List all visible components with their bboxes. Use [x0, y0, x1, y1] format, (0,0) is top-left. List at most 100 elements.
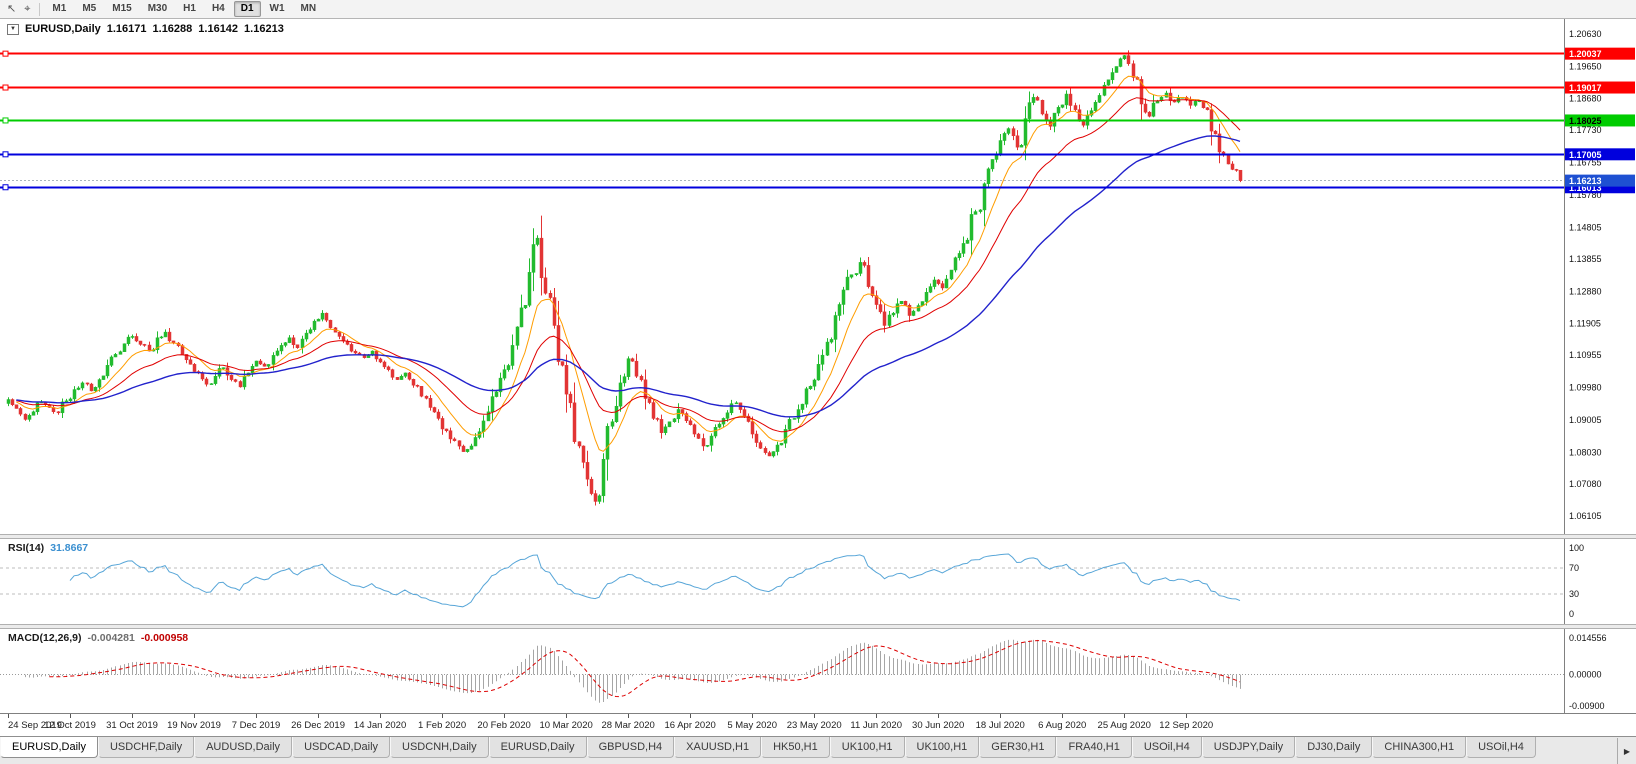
tf-button-m15[interactable]: M15: [112, 3, 132, 14]
price-label-box: [1565, 81, 1635, 94]
tf-button-mn[interactable]: MN: [300, 3, 317, 14]
tab-audusd-daily[interactable]: AUDUSD,Daily: [194, 737, 293, 758]
date-label: 12 Sep 2020: [1159, 720, 1214, 731]
tab-hk50-h1[interactable]: HK50,H1: [761, 737, 830, 758]
line-handle[interactable]: [2, 84, 9, 91]
price-tick-label: 1.14805: [1569, 222, 1602, 232]
line-handle[interactable]: [2, 50, 9, 57]
macd-tick-label: 0.00000: [1569, 670, 1602, 680]
tf-button-m5[interactable]: M5: [82, 3, 97, 14]
ohlc-high: 1.16288: [152, 23, 193, 35]
price-tick-label: 1.13855: [1569, 254, 1602, 264]
time-tick: [690, 714, 691, 718]
macd-signal-line: [49, 640, 1241, 698]
main-price-chart[interactable]: 1.20630 1.19650 1.18680 1.17730 1.16755 1.157…: [0, 19, 1636, 534]
tf-button-h1[interactable]: H1: [183, 3, 196, 14]
price-tick-label: 1.11905: [1569, 319, 1601, 329]
tf-button-m30[interactable]: M30: [147, 3, 168, 14]
rsi-tick-label: 100: [1569, 543, 1584, 553]
tf-button-m1[interactable]: M1: [52, 3, 67, 14]
rsi-panel[interactable]: 100 70 30 0: [0, 539, 1636, 624]
price-line-label: 1.17005: [1569, 150, 1602, 160]
tab-usdchf-daily[interactable]: USDCHF,Daily: [97, 737, 195, 758]
price-label-box: [1565, 148, 1635, 161]
price-label-box: [1565, 174, 1635, 187]
time-tick: [628, 714, 629, 718]
macd-tick-label: -0.00900: [1569, 701, 1605, 711]
time-axis[interactable]: 24 Sep 2019 12 Oct 2019 31 Oct 2019 19 Nov …: [0, 713, 1636, 738]
date-label: 10 Mar 2020: [539, 720, 593, 731]
panel-splitter[interactable]: [0, 624, 1636, 629]
tab-usdcad-daily[interactable]: USDCAD,Daily: [292, 737, 391, 758]
price-line-label: 1.16013: [1569, 183, 1602, 193]
rsi-name: RSI(14): [8, 542, 45, 554]
rsi-label: RSI(14) 31.8667: [8, 542, 88, 554]
rsi-tick-label: 70: [1569, 563, 1579, 573]
macd-panel[interactable]: 0.014556 0.00000 -0.00900: [0, 629, 1636, 713]
price-tick-label: 1.15780: [1569, 190, 1602, 200]
panel-splitter[interactable]: [0, 534, 1636, 539]
macd-histogram: [25, 639, 1241, 703]
price-tick-label: 1.09980: [1569, 383, 1602, 393]
tab-uk100-h1[interactable]: UK100,H1: [829, 737, 905, 758]
chart-header: ▼ EURUSD,Daily 1.16171 1.16288 1.16142 1…: [7, 23, 284, 35]
chart-dropdown-icon[interactable]: ▼: [7, 23, 19, 35]
time-tick: [1186, 714, 1187, 718]
time-tick: [938, 714, 939, 718]
date-label: 6 Aug 2020: [1038, 720, 1087, 731]
tab-xauusd-h1[interactable]: XAUUSD,H1: [674, 737, 762, 758]
chart-title: EURUSD,Daily: [24, 23, 101, 35]
time-tick: [194, 714, 195, 718]
date-label: 23 May 2020: [786, 720, 842, 731]
tf-button-w1[interactable]: W1: [269, 3, 285, 14]
macd-label: MACD(12,26,9) -0.004281 -0.000958: [8, 632, 188, 644]
tab-usoil-h4[interactable]: USOil,H4: [1131, 737, 1202, 758]
rsi-tick-label: 30: [1569, 589, 1579, 599]
tab-fra40-h1[interactable]: FRA40,H1: [1056, 737, 1132, 758]
price-label-box: [1565, 114, 1635, 127]
line-handle[interactable]: [2, 117, 9, 124]
time-tick: [566, 714, 567, 718]
tf-button-h4[interactable]: H4: [211, 3, 225, 14]
date-label: 1 Feb 2020: [418, 720, 467, 731]
rsi-tick-label: 0: [1569, 609, 1574, 619]
price-tick-label: 1.12880: [1569, 286, 1602, 296]
price-tick-label: 1.20630: [1569, 29, 1602, 39]
ohlc-close: 1.16213: [244, 23, 284, 35]
tab-gbpusd-h4[interactable]: GBPUSD,H4: [586, 737, 675, 758]
tab-ger30-h1[interactable]: GER30,H1: [979, 737, 1057, 758]
tab-usdjpy-daily[interactable]: USDJPY,Daily: [1201, 737, 1296, 758]
toolbar-separator: [39, 2, 41, 16]
time-tick: [1000, 714, 1001, 718]
tab-dj30-daily[interactable]: DJ30,Daily: [1295, 737, 1373, 758]
time-tick: [752, 714, 753, 718]
date-label: 14 Jan 2020: [353, 720, 407, 731]
time-tick: [876, 714, 877, 718]
price-tick-label: 1.10955: [1569, 350, 1602, 360]
tab-china300-h1[interactable]: CHINA300,H1: [1372, 737, 1467, 758]
time-tick: [70, 714, 71, 718]
line-handle[interactable]: [2, 184, 9, 191]
crosshair-icon[interactable]: ⌖: [24, 2, 31, 15]
time-tick: [318, 714, 319, 718]
tab-usoil-h4[interactable]: USOil,H4: [1466, 737, 1536, 758]
rsi-line: [69, 553, 1241, 608]
line-handle[interactable]: [2, 151, 9, 158]
tab-scroll-right-icon[interactable]: ▶: [1617, 738, 1636, 764]
price-line-label: 1.19017: [1569, 83, 1602, 93]
price-tick-label: 1.19650: [1569, 62, 1602, 72]
candlestick-series: [6, 50, 1243, 506]
tf-button-d1[interactable]: D1: [233, 1, 261, 17]
price-line-label: 1.18025: [1569, 116, 1602, 126]
cursor-icon[interactable]: ↖: [7, 2, 17, 15]
date-label: 5 May 2020: [727, 720, 777, 731]
tab-eurusd-daily[interactable]: EURUSD,Daily: [488, 737, 587, 758]
ohlc-open: 1.16171: [106, 23, 147, 35]
date-label: 28 Mar 2020: [601, 720, 655, 731]
time-tick: [1124, 714, 1125, 718]
tab-eurusd-daily[interactable]: EURUSD,Daily: [0, 737, 98, 758]
date-label: 25 Aug 2020: [1097, 720, 1151, 731]
tab-usdcnh-daily[interactable]: USDCNH,Daily: [390, 737, 489, 758]
tab-uk100-h1[interactable]: UK100,H1: [904, 737, 980, 758]
